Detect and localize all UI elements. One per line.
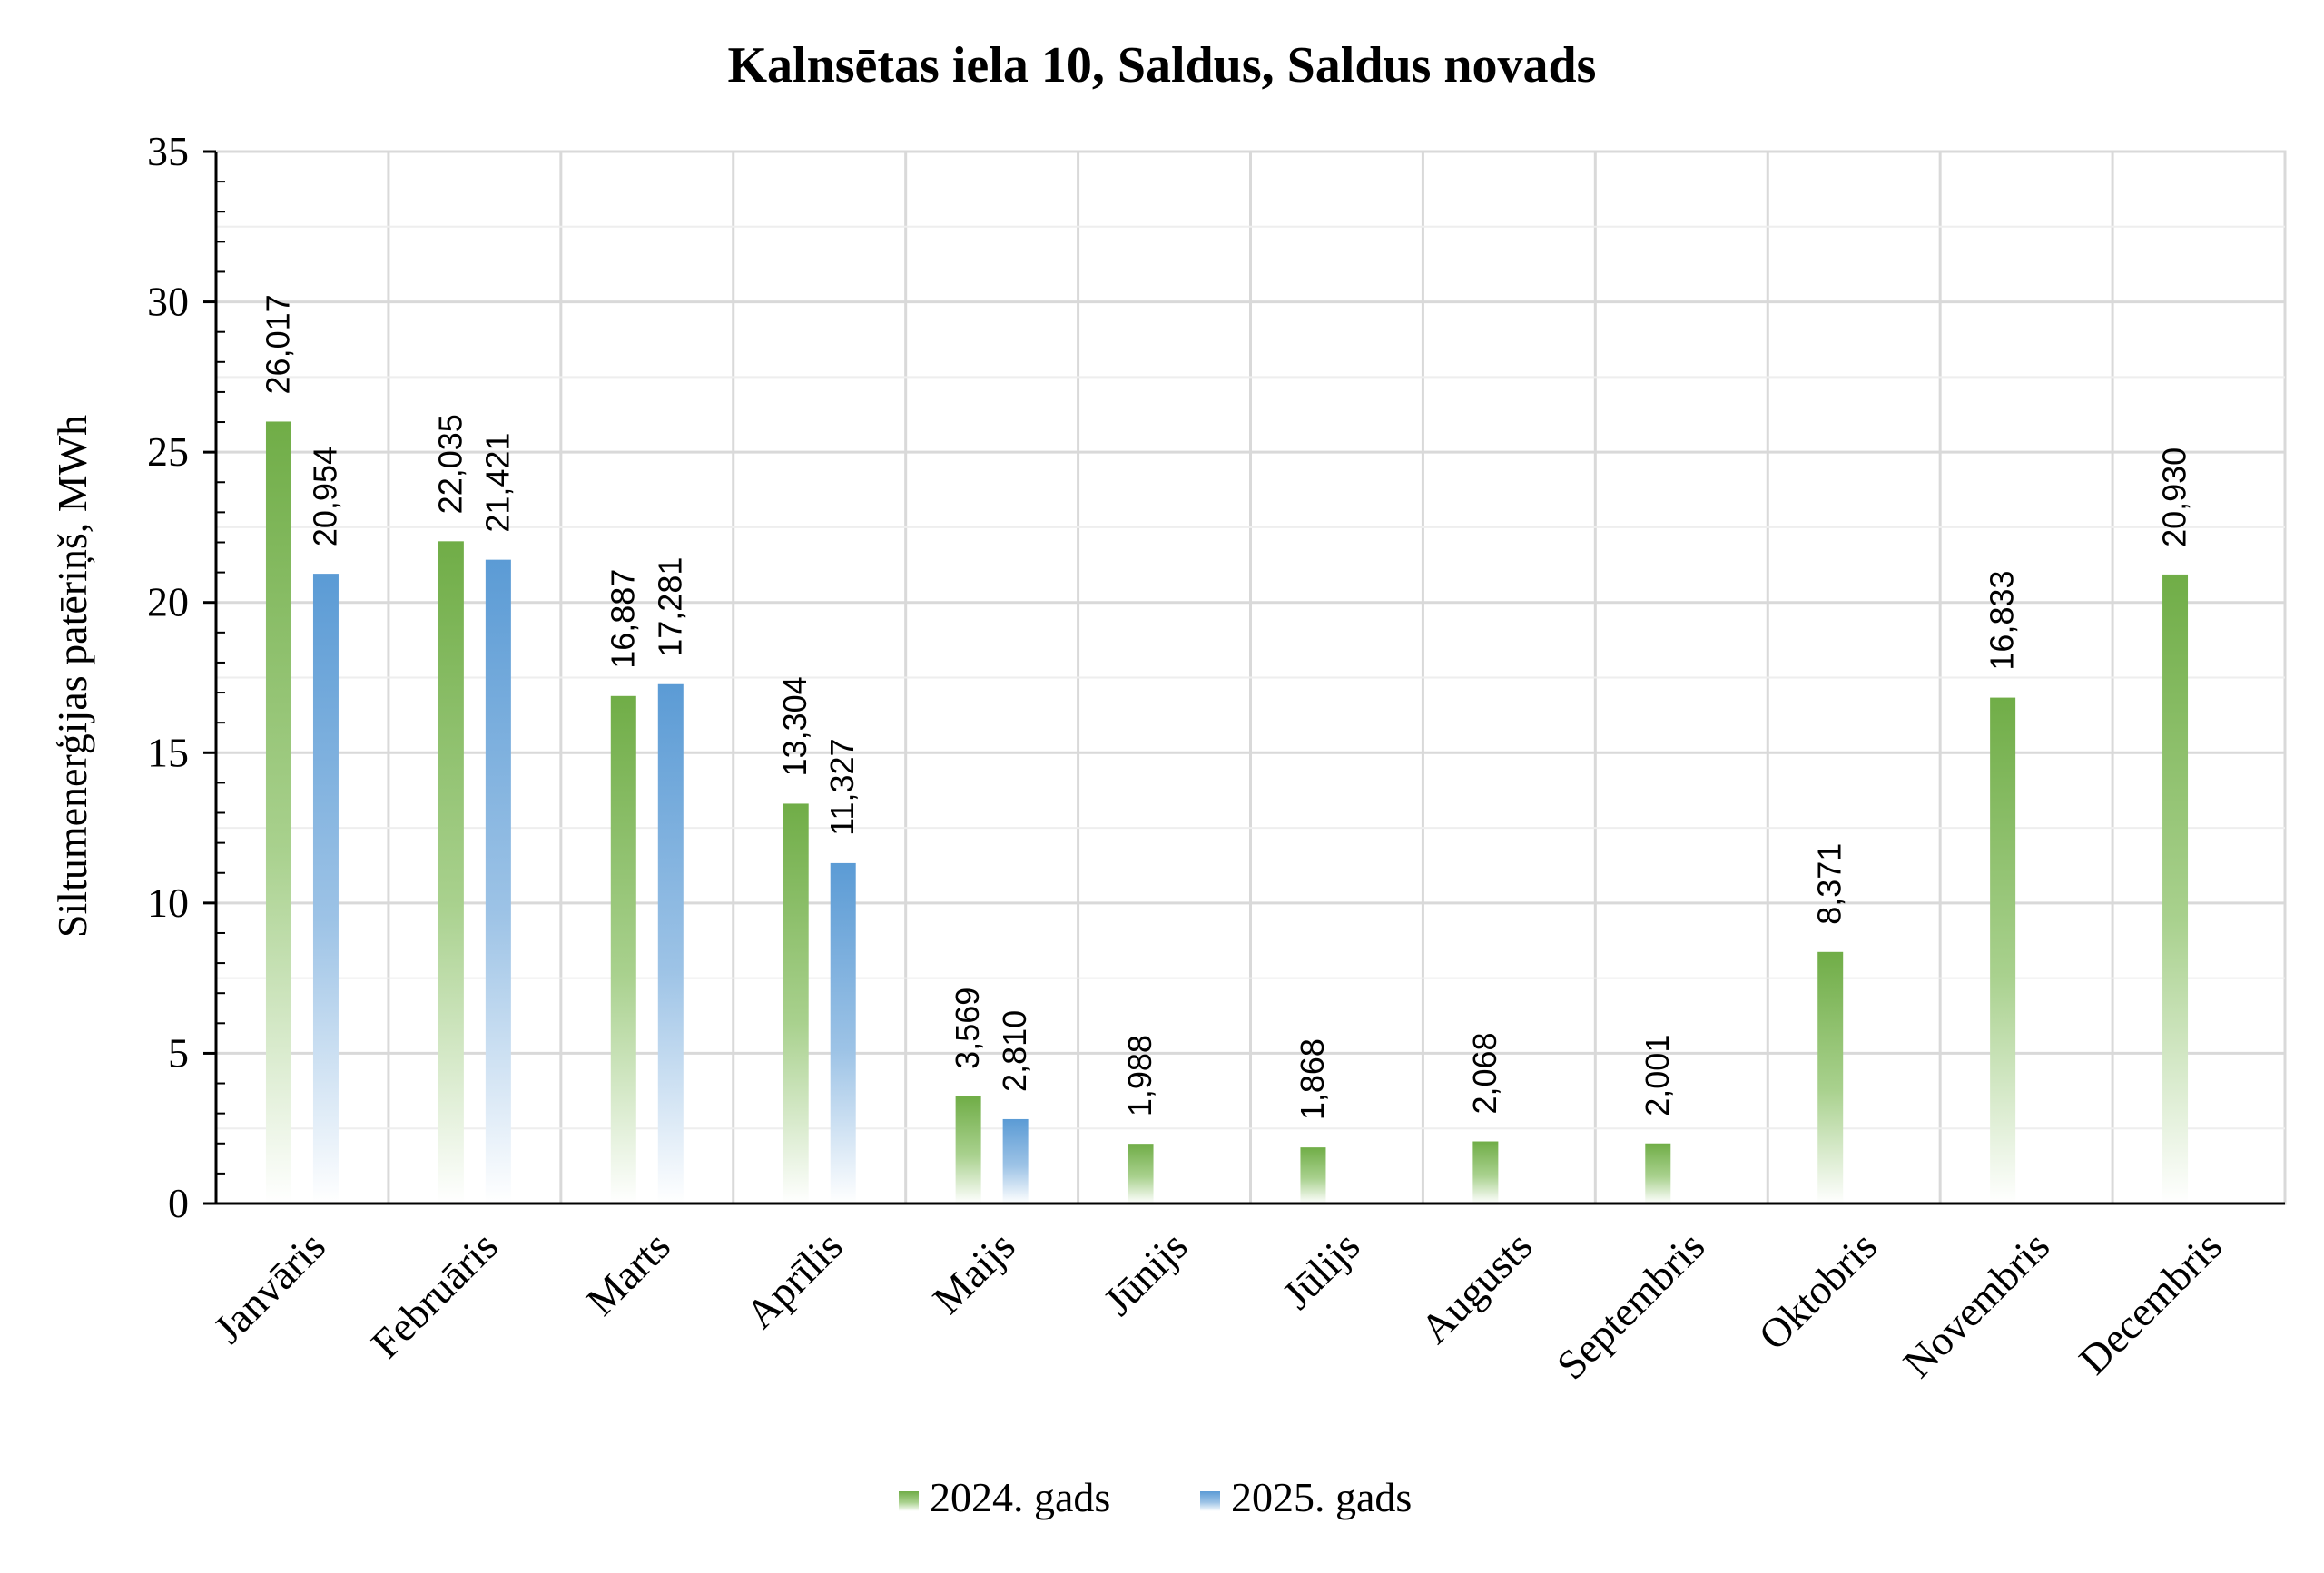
y-axis-label: Siltumenerģijas patēriņš, MWh (49, 415, 95, 938)
legend-swatch (899, 1491, 919, 1511)
bar-series2 (1002, 1118, 1029, 1204)
data-label: 3,569 (949, 988, 986, 1069)
y-tick-label: 30 (147, 279, 189, 325)
bar-series1 (783, 803, 809, 1204)
y-tick-label: 10 (147, 880, 189, 926)
y-tick-label: 0 (168, 1180, 189, 1226)
gridlines (214, 150, 2287, 1205)
data-label: 8,371 (1811, 843, 1848, 925)
y-tick-label: 15 (147, 729, 189, 775)
bar-series1 (265, 421, 291, 1204)
data-label: 20,930 (2156, 447, 2193, 547)
data-label: 16,887 (604, 569, 641, 669)
data-label: 13,304 (776, 676, 813, 776)
data-label: 22,035 (431, 414, 468, 514)
x-ticks: Janvāris Februāris Marts Aprīlis Maijs Jūnijs… (204, 1223, 2230, 1388)
data-label: 2,068 (1466, 1032, 1503, 1114)
x-tick-label: Septembris (1548, 1223, 1713, 1388)
bar-series1 (1300, 1147, 1326, 1204)
data-label: 21,421 (478, 433, 516, 533)
bar-series2 (657, 683, 684, 1204)
x-tick-label: Aprīlis (736, 1223, 851, 1337)
bar-series2 (830, 862, 856, 1204)
legend: 2024. gads 2025. gads (899, 1474, 1412, 1520)
x-tick-label: Decembris (2070, 1223, 2230, 1383)
data-label: 16,833 (1984, 570, 2021, 670)
data-label: 2,001 (1639, 1035, 1676, 1116)
x-tick-label: Novembris (1895, 1223, 2059, 1387)
bars (265, 421, 2189, 1204)
chart-title: Kalnsētas iela 10, Saldus, Saldus novads (728, 37, 1597, 93)
bar-series1 (1472, 1141, 1499, 1204)
bar-series2 (312, 574, 339, 1204)
y-tick-label: 20 (147, 579, 189, 625)
x-tick-label: Marts (577, 1223, 679, 1324)
bar-series1 (610, 695, 636, 1204)
bar-series1 (1128, 1144, 1154, 1204)
bar-series1 (438, 541, 464, 1204)
bar-series1 (1645, 1143, 1671, 1204)
bar-series1 (2162, 574, 2189, 1204)
bar-series2 (485, 559, 511, 1204)
data-labels: 26,017 22,035 16,887 13,304 3,569 1,988 1,868 2… (259, 294, 2192, 1120)
y-tick-label: 25 (147, 428, 189, 475)
x-tick-label: Jūnijs (1095, 1223, 1196, 1324)
data-label: 20,954 (306, 447, 343, 546)
x-tick-label: Janvāris (204, 1223, 334, 1352)
x-tick-label: Jūlijs (1274, 1223, 1369, 1318)
x-tick-label: Oktobris (1749, 1223, 1886, 1359)
data-label: 26,017 (259, 294, 296, 394)
x-tick-label: Maijs (924, 1223, 1024, 1322)
legend-swatch (1200, 1491, 1220, 1511)
data-label: 17,281 (651, 557, 688, 657)
legend-label: 2024. gads (930, 1474, 1110, 1520)
bar-series1 (1990, 697, 2016, 1204)
y-ticks: 0 5 10 15 20 25 30 35 (147, 128, 189, 1226)
y-tick-label: 5 (168, 1029, 189, 1076)
y-tick-label: 35 (147, 128, 189, 174)
data-label: 11,327 (823, 738, 861, 835)
x-tick-label: Augusts (1412, 1223, 1541, 1352)
legend-label: 2025. gads (1231, 1474, 1412, 1520)
data-label: 2,810 (996, 1010, 1033, 1092)
data-label: 1,868 (1294, 1038, 1331, 1120)
bar-series1 (1817, 951, 1844, 1204)
data-label: 1,988 (1121, 1035, 1158, 1116)
x-tick-label: Februāris (362, 1223, 507, 1367)
bar-series1 (955, 1096, 981, 1204)
axes (203, 150, 2285, 1205)
